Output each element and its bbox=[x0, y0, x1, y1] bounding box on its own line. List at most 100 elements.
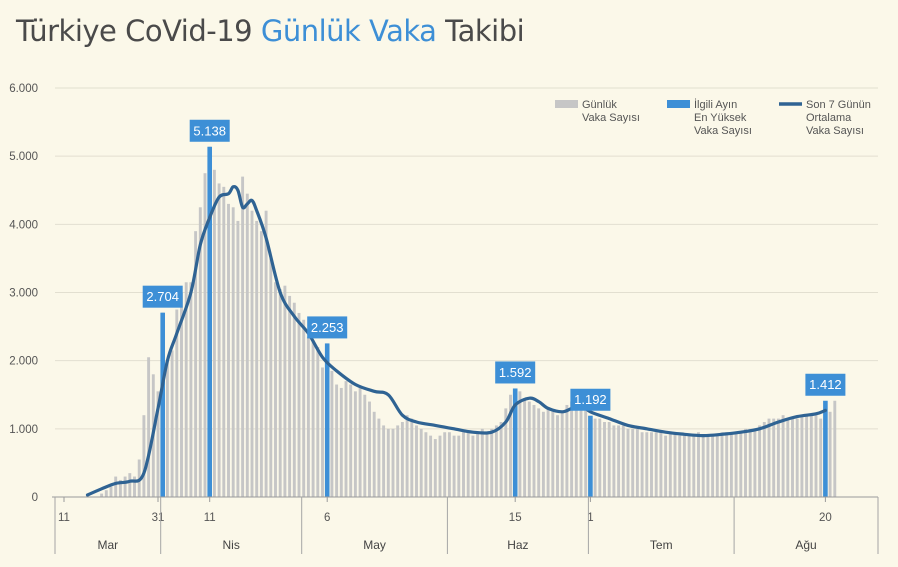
daily-bar bbox=[762, 422, 766, 497]
daily-bar bbox=[725, 432, 729, 497]
daily-bar bbox=[241, 176, 245, 497]
daily-bar bbox=[330, 370, 334, 497]
highlight-bar bbox=[207, 146, 212, 497]
daily-bar bbox=[368, 401, 371, 497]
daily-bar bbox=[786, 418, 790, 497]
y-tick-label: 5.000 bbox=[9, 151, 38, 163]
daily-bar bbox=[447, 432, 451, 497]
daily-bar bbox=[607, 422, 611, 497]
daily-bar bbox=[546, 408, 550, 497]
daily-bar bbox=[772, 418, 776, 497]
daily-bar bbox=[781, 415, 785, 497]
daily-bar bbox=[753, 428, 757, 497]
month-label: Ağu bbox=[795, 538, 816, 552]
daily-bar bbox=[114, 476, 118, 497]
daily-bar bbox=[617, 425, 621, 497]
daily-bar bbox=[814, 415, 818, 497]
y-tick-label: 1.000 bbox=[9, 424, 38, 436]
x-axis: 11 31 11 6 15 1 20 Mar Nis May Haz Tem Ağu bbox=[52, 496, 879, 554]
daily-bar bbox=[499, 422, 503, 497]
daily-bar bbox=[659, 432, 663, 497]
daily-bar bbox=[255, 220, 259, 498]
daily-bar bbox=[654, 432, 658, 497]
y-gridlines bbox=[55, 87, 878, 430]
daily-bar bbox=[372, 411, 376, 497]
moving-average-line bbox=[85, 185, 827, 497]
daily-bar bbox=[767, 418, 771, 497]
daily-bar bbox=[194, 231, 198, 497]
daily-bar bbox=[335, 384, 339, 497]
daily-bar bbox=[537, 408, 541, 497]
daily-bar bbox=[123, 476, 127, 497]
x-tick-label: 15 bbox=[509, 512, 522, 524]
highlight-label-box bbox=[805, 373, 846, 396]
daily-bar bbox=[358, 387, 362, 497]
highlight-label-box bbox=[142, 285, 183, 308]
daily-bar bbox=[682, 435, 686, 497]
daily-bar bbox=[118, 479, 122, 497]
daily-bar bbox=[250, 210, 254, 497]
daily-bar bbox=[541, 411, 545, 497]
month-label: Nis bbox=[223, 538, 240, 552]
daily-bar bbox=[311, 340, 315, 497]
daily-bar bbox=[231, 207, 235, 497]
daily-bar bbox=[494, 425, 498, 497]
daily-bar bbox=[278, 289, 282, 497]
daily-bar bbox=[800, 415, 804, 497]
daily-bar bbox=[302, 319, 306, 497]
daily-bar bbox=[509, 394, 512, 497]
daily-bar bbox=[466, 432, 470, 497]
daily-bar bbox=[819, 418, 823, 497]
daily-bar bbox=[471, 435, 475, 497]
daily-bar bbox=[175, 309, 179, 497]
daily-bar bbox=[396, 425, 400, 497]
daily-bar bbox=[692, 435, 696, 497]
daily-bar bbox=[758, 425, 762, 497]
daily-bar bbox=[429, 435, 433, 497]
daily-bar bbox=[203, 173, 207, 498]
daily-bar bbox=[452, 435, 456, 497]
y-tick-label: 0 bbox=[32, 492, 38, 504]
daily-bar bbox=[556, 415, 559, 497]
daily-bar bbox=[593, 418, 597, 497]
daily-bar bbox=[640, 432, 644, 497]
y-axis: 0 1.000 2.000 3.000 4.000 5.000 6.000 bbox=[9, 83, 38, 504]
daily-bar bbox=[217, 183, 221, 497]
daily-bar bbox=[269, 258, 273, 497]
daily-bar bbox=[678, 435, 682, 497]
daily-bar bbox=[748, 428, 752, 497]
daily-bar bbox=[687, 435, 691, 497]
daily-bar bbox=[419, 428, 423, 497]
daily-bar bbox=[570, 401, 574, 497]
daily-bar bbox=[462, 432, 465, 497]
daily-bar bbox=[353, 391, 357, 497]
daily-bar bbox=[490, 428, 494, 497]
month-label: Tem bbox=[650, 538, 673, 552]
daily-bar bbox=[227, 203, 230, 497]
daily-bar bbox=[142, 415, 146, 497]
legend-bar-swatch bbox=[667, 100, 690, 108]
daily-bar bbox=[720, 432, 724, 497]
highlight-label-box bbox=[495, 361, 536, 384]
daily-bar bbox=[100, 493, 104, 497]
highlight-bar bbox=[823, 400, 828, 497]
daily-bar bbox=[382, 425, 386, 497]
daily-bar bbox=[283, 285, 287, 497]
daily-bar bbox=[650, 432, 653, 497]
daily-bar bbox=[621, 425, 625, 497]
daily-bar bbox=[259, 231, 263, 497]
chart-title: Türkiye CoVid-19 Günlük Vaka Takibi bbox=[16, 14, 525, 48]
legend-label: Vaka Sayısı bbox=[582, 112, 640, 124]
y-tick-label: 6.000 bbox=[9, 83, 38, 95]
daily-bar bbox=[612, 425, 616, 497]
highlight-bar bbox=[324, 343, 330, 497]
daily-bar bbox=[170, 350, 174, 497]
daily-bar bbox=[635, 428, 639, 497]
daily-bar bbox=[584, 408, 588, 497]
legend-label: Vaka Sayısı bbox=[694, 125, 752, 137]
highlight-label-box bbox=[570, 388, 611, 411]
daily-bar bbox=[339, 387, 343, 497]
daily-bar bbox=[631, 428, 635, 497]
daily-bar bbox=[316, 347, 320, 497]
